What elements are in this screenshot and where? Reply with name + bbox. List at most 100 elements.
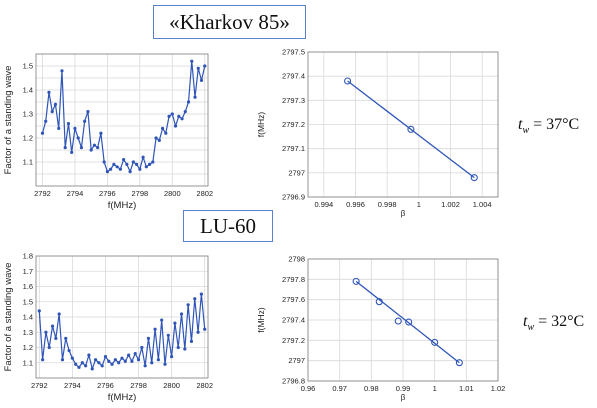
data-point [173, 124, 178, 128]
data-point [151, 160, 155, 164]
data-point [70, 150, 74, 154]
y-tick-label: 1.5 [23, 62, 33, 71]
x-axis-label: β [401, 393, 406, 402]
x-tick-label: 2792 [34, 189, 51, 198]
data-point [179, 312, 184, 316]
y-tick-label: 2796.8 [282, 377, 305, 386]
y-tick-label: 1.5 [23, 297, 33, 306]
data-point [57, 312, 61, 316]
data-point [118, 167, 122, 171]
x-tick-label: 0.998 [378, 200, 397, 209]
data-point [112, 162, 116, 166]
data-point [157, 138, 161, 142]
fit-line [347, 80, 475, 179]
data-point [105, 170, 109, 174]
data-point [164, 131, 168, 135]
y-axis-label: f(MHz) [256, 307, 266, 333]
y-tick-label: 2797.6 [282, 295, 305, 304]
data-point [47, 345, 51, 350]
data-point [64, 336, 68, 340]
data-point [123, 359, 127, 363]
data-point [92, 143, 97, 147]
y-axis-label: Factor of a standing wave [3, 263, 14, 372]
y-tick-label: 2797.4 [282, 316, 305, 325]
y-tick-label: 2798 [288, 255, 305, 264]
data-point [160, 126, 165, 130]
data-point [394, 317, 402, 325]
fit-line [355, 280, 460, 364]
data-point [80, 361, 84, 365]
data-point [130, 359, 134, 363]
x-tick-label: 1 [433, 384, 437, 393]
y-tick-label: 1.1 [23, 358, 33, 367]
data-point [154, 136, 158, 140]
data-point [138, 167, 142, 171]
y-tick-label: 1.1 [23, 158, 33, 167]
data-point [196, 66, 200, 70]
data-point [352, 277, 360, 285]
x-tick-label: 2800 [163, 381, 180, 390]
data-point [146, 336, 151, 340]
frequency-chart-top: 0.994 0.996 0.998 1 1.002 1.004 2796.9 2797 2797… [250, 48, 510, 223]
data-point [40, 131, 45, 135]
data-point [53, 102, 58, 106]
data-point [102, 160, 106, 164]
data-point [135, 162, 139, 166]
data-point [203, 64, 207, 68]
data-point [67, 348, 71, 353]
data-point [44, 330, 48, 334]
data-point [66, 122, 71, 126]
data-point [63, 146, 67, 150]
data-point [431, 338, 439, 346]
kharkov-label: «Kharkov 85» [153, 5, 306, 39]
y-tick-label: 2797.8 [282, 275, 305, 284]
data-point [183, 347, 187, 351]
data-point [86, 110, 90, 114]
y-axis-label: Factor of a standing wave [3, 66, 14, 175]
data-point [140, 345, 144, 350]
y-tick-label: 1.7 [23, 267, 33, 276]
y-tick-label: 1.3 [23, 110, 33, 119]
data-point [189, 339, 194, 343]
y-tick-label: 2797.3 [282, 96, 305, 105]
x-axis-label: f(MHz) [108, 392, 137, 403]
data-point [405, 318, 413, 326]
x-tick-label: 0.96 [301, 384, 316, 393]
data-point [41, 358, 45, 362]
data-point [176, 345, 180, 350]
data-point [47, 90, 51, 94]
data-point [115, 165, 119, 169]
data-point [122, 158, 126, 162]
data-point [143, 364, 147, 368]
y-axis-label: f(MHz) [256, 112, 266, 138]
x-tick-label: 0.97 [332, 384, 347, 393]
data-point [57, 126, 61, 130]
plot-frame [307, 51, 499, 198]
data-point [60, 69, 64, 73]
data-point [153, 327, 157, 331]
swr-chart-bottom: 2792 2794 2796 2798 2800 2802 1.1 1.2 1.3 1.4 1.5 1… [0, 250, 215, 406]
data-point [186, 100, 191, 104]
data-point [133, 352, 137, 356]
data-point [77, 365, 81, 369]
y-tick-label: 2797 [288, 168, 305, 177]
x-tick-label: 0.996 [346, 200, 365, 209]
data-point [150, 361, 154, 365]
y-tick-label: 1.2 [23, 343, 33, 352]
water-temperature-top: tw = 37°C [518, 116, 580, 137]
data-point [173, 321, 177, 325]
x-tick-label: 0.98 [364, 384, 379, 393]
y-tick-label: 2797.2 [282, 336, 305, 345]
data-point [193, 95, 197, 99]
data-point [76, 136, 80, 140]
x-tick-label: 1.01 [459, 384, 474, 393]
data-point [100, 364, 104, 368]
lu60-label: LU-60 [183, 210, 273, 242]
data-point [203, 327, 207, 331]
data-point [109, 167, 113, 171]
data-point [79, 146, 84, 150]
data-point [90, 367, 94, 371]
x-tick-label: 2802 [196, 189, 213, 198]
data-point [147, 162, 152, 166]
data-point [141, 155, 145, 159]
